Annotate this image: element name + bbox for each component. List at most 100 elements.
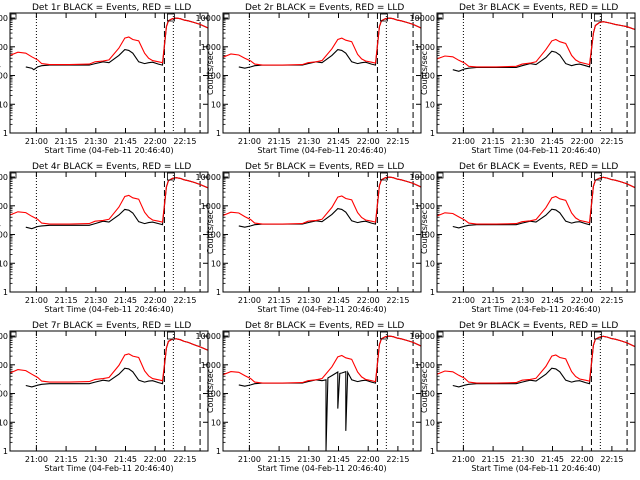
x-tick-label: 21:15 bbox=[268, 296, 291, 305]
y-tick-label: 1000 bbox=[201, 202, 221, 211]
x-tick-label: 21:00 bbox=[25, 137, 48, 146]
corner-marker bbox=[10, 13, 17, 20]
x-tick-label: 22:15 bbox=[173, 296, 196, 305]
y-tick-label: 1000 bbox=[0, 43, 8, 52]
peak-marker bbox=[167, 331, 175, 340]
panel-det-8: Det 8r BLACK = Events, RED = LLD 1 10 100 10… bbox=[196, 321, 422, 473]
x-tick-label: 21:30 bbox=[84, 137, 107, 146]
y-tick-label: 10000 bbox=[0, 14, 8, 23]
corner-marker bbox=[10, 172, 17, 179]
y-tick-label: 10 bbox=[211, 418, 221, 427]
y-tick-label: 1 bbox=[430, 288, 435, 297]
y-tick-label: 10000 bbox=[0, 173, 8, 182]
x-tick-label: 21:30 bbox=[511, 296, 534, 305]
series-events-line bbox=[238, 335, 422, 452]
series-events-line bbox=[25, 17, 209, 71]
y-tick-label: 1000 bbox=[415, 361, 435, 370]
x-tick-label: 22:00 bbox=[144, 296, 167, 305]
y-tick-label: 10000 bbox=[0, 332, 8, 341]
x-tick-label: 21:15 bbox=[55, 137, 78, 146]
x-tick-label: 22:15 bbox=[600, 455, 623, 464]
y-tick-label: 1 bbox=[216, 447, 221, 456]
panel-det-2: Det 2r BLACK = Events, RED = LLD 1 10 100 10… bbox=[196, 3, 422, 155]
x-tick-label: 21:30 bbox=[511, 455, 534, 464]
series-lld-line bbox=[436, 176, 636, 225]
y-tick-label: 1 bbox=[3, 447, 8, 456]
x-tick-label: 21:00 bbox=[25, 296, 48, 305]
panel-det-3: Det 3r BLACK = Events, RED = LLD 1 10 100 10… bbox=[410, 3, 636, 155]
plot-frame bbox=[222, 330, 422, 452]
x-tick-label: 21:00 bbox=[452, 137, 475, 146]
y-tick-label: 10 bbox=[0, 259, 8, 268]
panel-title: Det 6r BLACK = Events, RED = LLD bbox=[459, 162, 618, 172]
corner-marker bbox=[223, 172, 230, 179]
plot-frame bbox=[222, 12, 422, 134]
y-axis-label: Counts/sec bbox=[0, 210, 2, 254]
plot-frame bbox=[436, 330, 636, 452]
x-tick-label: 21:45 bbox=[327, 137, 350, 146]
y-tick-label: 10000 bbox=[196, 173, 221, 182]
x-tick-label: 21:45 bbox=[114, 296, 137, 305]
series-events-line bbox=[452, 21, 636, 72]
series-events-line bbox=[452, 335, 636, 388]
y-tick-label: 100 bbox=[206, 390, 221, 399]
x-tick-label: 22:15 bbox=[173, 455, 196, 464]
x-tick-label: 22:00 bbox=[571, 455, 594, 464]
x-tick-label: 21:15 bbox=[268, 137, 291, 146]
x-axis-label: Start Time (04-Feb-11 20:46:40) bbox=[257, 464, 386, 473]
x-tick-label: 21:30 bbox=[84, 296, 107, 305]
x-axis-label: Start Time (04-Feb-11 20:46:40) bbox=[44, 464, 173, 473]
series-events-line bbox=[25, 177, 209, 230]
y-tick-label: 10 bbox=[425, 418, 435, 427]
x-tick-label: 21:30 bbox=[84, 455, 107, 464]
y-tick-label: 100 bbox=[0, 390, 8, 399]
y-tick-label: 10 bbox=[0, 418, 8, 427]
y-tick-label: 10000 bbox=[196, 14, 221, 23]
y-tick-label: 1000 bbox=[201, 43, 221, 52]
y-tick-label: 1000 bbox=[0, 361, 8, 370]
panel-title: Det 7r BLACK = Events, RED = LLD bbox=[32, 321, 191, 331]
y-tick-label: 10 bbox=[425, 100, 435, 109]
series-lld-line bbox=[222, 335, 422, 384]
x-tick-label: 21:00 bbox=[452, 455, 475, 464]
x-tick-label: 22:00 bbox=[144, 455, 167, 464]
y-tick-label: 10000 bbox=[410, 173, 435, 182]
y-tick-label: 100 bbox=[420, 231, 435, 240]
x-tick-label: 22:00 bbox=[357, 455, 380, 464]
y-tick-label: 1000 bbox=[415, 43, 435, 52]
y-axis-label: Counts/sec bbox=[0, 369, 2, 413]
panel-det-6: Det 6r BLACK = Events, RED = LLD 1 10 100 10… bbox=[410, 162, 636, 314]
y-tick-label: 10000 bbox=[196, 332, 221, 341]
y-axis-label: Counts/sec bbox=[206, 210, 215, 254]
x-tick-label: 21:45 bbox=[541, 137, 564, 146]
x-axis-label: Start Time (04-Feb-11 20:46:40) bbox=[471, 464, 600, 473]
x-tick-label: 22:00 bbox=[571, 137, 594, 146]
corner-marker bbox=[223, 331, 230, 338]
corner-marker bbox=[223, 13, 230, 20]
x-tick-label: 21:15 bbox=[482, 455, 505, 464]
x-tick-label: 21:00 bbox=[238, 455, 261, 464]
x-tick-label: 22:15 bbox=[386, 455, 409, 464]
x-axis-label: Start Time (04-Feb-11 20:46:40) bbox=[471, 146, 600, 155]
peak-marker bbox=[380, 13, 388, 22]
x-tick-label: 21:45 bbox=[541, 296, 564, 305]
y-tick-label: 1000 bbox=[415, 202, 435, 211]
x-tick-label: 22:00 bbox=[144, 137, 167, 146]
peak-marker bbox=[594, 331, 602, 340]
y-tick-label: 1 bbox=[3, 288, 8, 297]
series-lld-line bbox=[222, 176, 422, 225]
x-tick-label: 21:30 bbox=[511, 137, 534, 146]
panel-det-7: Det 7r BLACK = Events, RED = LLD 1 10 100 10… bbox=[0, 321, 209, 473]
x-tick-label: 21:15 bbox=[482, 137, 505, 146]
series-lld-line bbox=[222, 17, 422, 66]
y-tick-label: 100 bbox=[420, 390, 435, 399]
x-tick-label: 21:45 bbox=[327, 455, 350, 464]
x-axis-label: Start Time (04-Feb-11 20:46:40) bbox=[44, 305, 173, 314]
x-tick-label: 21:45 bbox=[327, 296, 350, 305]
panel-det-9: Det 9r BLACK = Events, RED = LLD 1 10 100 10… bbox=[410, 321, 636, 473]
series-lld-line bbox=[9, 338, 209, 383]
y-tick-label: 1 bbox=[3, 129, 8, 138]
x-tick-label: 21:30 bbox=[297, 137, 320, 146]
x-tick-label: 21:30 bbox=[297, 455, 320, 464]
